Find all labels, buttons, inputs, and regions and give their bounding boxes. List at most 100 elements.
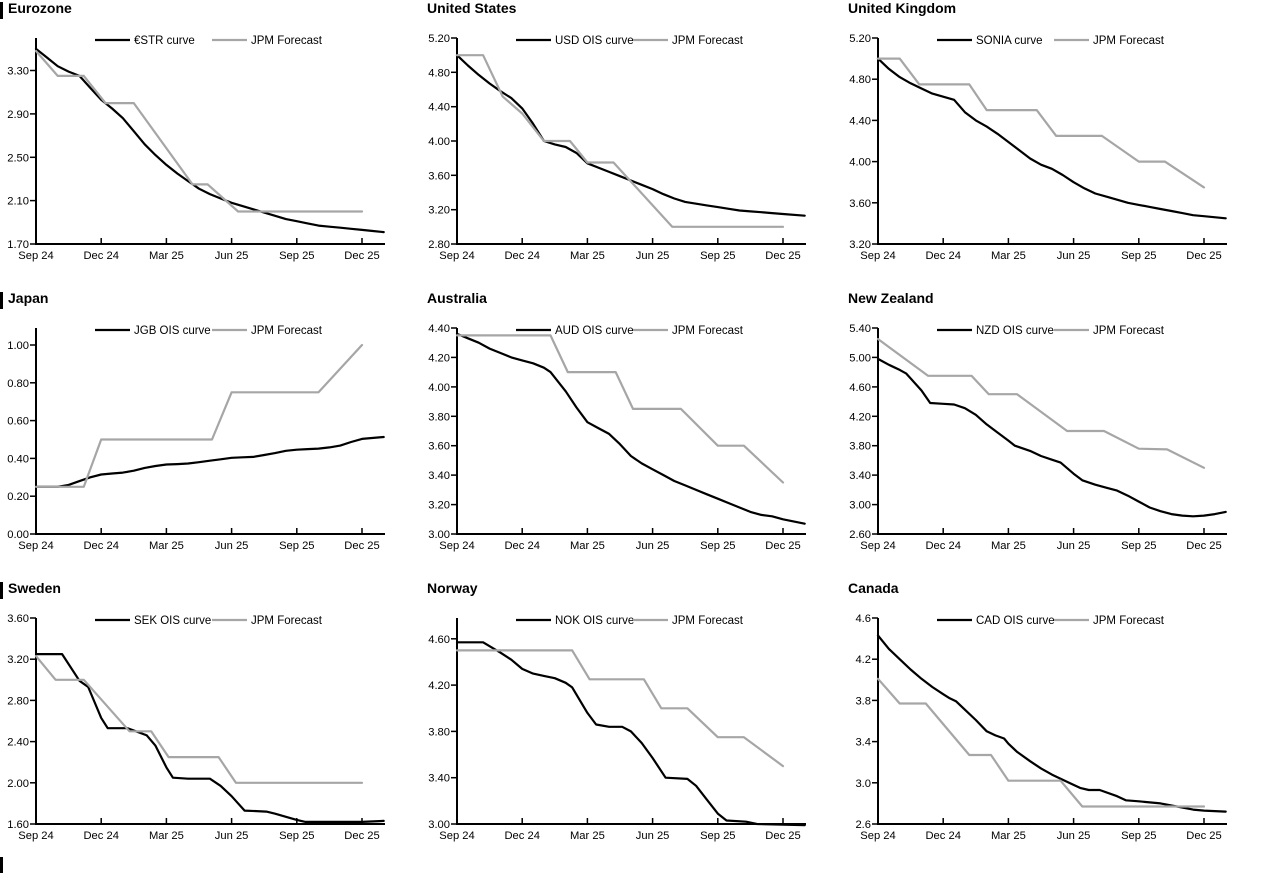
x-tick-label: Sep 24 [860, 830, 895, 842]
legend-label: NOK OIS curve [555, 615, 634, 627]
y-tick-label: 2.90 [7, 109, 29, 121]
y-tick-label: 2.6 [855, 819, 871, 831]
y-tick-label: 3.40 [849, 470, 871, 482]
chart-title: New Zealand [848, 290, 934, 306]
chart-plot: 2.6 3.0 3.4 3.8 4.2 4.6 Sep 24 Dec 24 Mar 25 Jun … [855, 613, 1227, 842]
ois-curve-line [34, 47, 385, 234]
y-tick-label: 4.80 [849, 74, 871, 86]
y-tick-label: 3.80 [428, 411, 450, 423]
chart-title: United States [427, 0, 517, 16]
x-tick-label: Sep 25 [279, 830, 314, 842]
y-tick-label: 3.40 [428, 773, 450, 785]
ois-curve-line [876, 57, 1227, 220]
axes [456, 38, 806, 245]
x-tick-label: Dec 24 [925, 540, 960, 552]
legend-label: JPM Forecast [672, 325, 744, 337]
y-tick-label: 4.20 [428, 352, 450, 364]
y-tick-label: 3.60 [428, 441, 450, 453]
y-tick-label: 4.40 [428, 323, 450, 335]
y-tick-label: 4.40 [849, 115, 871, 127]
x-tick-label: Dec 24 [504, 540, 539, 552]
chart-panel-norway: Norway 3.00 3.40 3.80 4.20 4.60 Sep 24 Dec 24 Ma… [421, 580, 842, 873]
chart-plot: 2.80 3.20 3.60 4.00 4.40 4.80 5.20 Sep 24 Dec 24… [428, 33, 806, 262]
chart-title: Norway [427, 580, 478, 596]
y-tick-label: 3.30 [7, 66, 29, 78]
y-tick-label: 3.00 [849, 500, 871, 512]
forecast-line [876, 337, 1206, 469]
x-tick-label: Jun 25 [1057, 540, 1091, 552]
x-tick-label: Dec 24 [504, 830, 539, 842]
legend-label: JPM Forecast [1093, 615, 1165, 627]
legend-label: AUD OIS curve [555, 325, 634, 337]
y-tick-label: 4.00 [849, 157, 871, 169]
chart-title: Australia [427, 290, 487, 306]
x-tick-label: Sep 25 [1121, 250, 1156, 262]
legend-label: JPM Forecast [1093, 325, 1165, 337]
forecast-line [34, 654, 364, 784]
x-tick-label: Dec 24 [83, 830, 118, 842]
y-tick-label: 1.70 [7, 239, 29, 251]
y-tick-label: 2.80 [428, 239, 450, 251]
y-tick-label: 4.20 [428, 680, 450, 692]
x-tick-label: Jun 25 [636, 250, 670, 262]
x-tick-label: Mar 25 [570, 830, 605, 842]
legend-label: JPM Forecast [1093, 35, 1165, 47]
forecast-line [34, 343, 364, 488]
x-tick-label: Mar 25 [991, 830, 1026, 842]
ois-curve-line [876, 634, 1227, 813]
axes [877, 328, 1227, 535]
chart-panel-sweden: Sweden 1.60 2.00 2.40 2.80 3.20 3.60 Sep 24 Dec … [0, 580, 421, 873]
x-tick-label: Mar 25 [149, 540, 184, 552]
y-tick-label: 3.40 [428, 470, 450, 482]
chart-panel-australia: Australia 3.00 3.20 3.40 3.60 3.80 4.00 4.20 4.4… [421, 290, 842, 580]
y-tick-label: 1.60 [7, 819, 29, 831]
x-tick-label: Jun 25 [215, 250, 249, 262]
y-tick-label: 0.00 [7, 529, 29, 541]
axes [877, 618, 1227, 825]
y-tick-label: 4.60 [428, 634, 450, 646]
y-tick-label: 0.20 [7, 491, 29, 503]
ois-curve-line [455, 54, 806, 217]
x-tick-label: Sep 25 [279, 250, 314, 262]
x-tick-label: Dec 24 [83, 250, 118, 262]
y-tick-label: 2.10 [7, 196, 29, 208]
chart-panel-united-kingdom: United Kingdom 3.20 3.60 4.00 4.40 4.80 5.20 Se… [842, 0, 1264, 290]
forecast-line [455, 334, 785, 484]
y-tick-label: 2.80 [7, 695, 29, 707]
x-tick-label: Dec 25 [344, 540, 379, 552]
section-marker-bar [0, 582, 3, 599]
x-tick-label: Dec 25 [765, 830, 800, 842]
legend-label: JGB OIS curve [134, 325, 211, 337]
y-tick-label: 3.60 [428, 170, 450, 182]
y-tick-label: 5.00 [849, 352, 871, 364]
x-tick-label: Sep 24 [18, 250, 53, 262]
forecast-line [876, 57, 1206, 189]
y-tick-label: 5.40 [849, 323, 871, 335]
chart-title: Sweden [8, 580, 61, 596]
next-section-bar [0, 857, 3, 873]
x-tick-label: Dec 25 [1186, 830, 1221, 842]
x-tick-label: Sep 24 [439, 250, 474, 262]
chart-plot: 3.20 3.60 4.00 4.40 4.80 5.20 Sep 24 Dec 24 Mar … [849, 33, 1227, 262]
y-tick-label: 4.6 [855, 613, 871, 625]
axes [35, 38, 385, 245]
axes [456, 618, 806, 825]
x-tick-label: Sep 25 [700, 250, 735, 262]
x-tick-label: Sep 25 [279, 540, 314, 552]
x-tick-label: Dec 25 [1186, 250, 1221, 262]
forecast-line [34, 49, 364, 213]
y-tick-label: 4.80 [428, 67, 450, 79]
x-tick-label: Sep 24 [18, 540, 53, 552]
chart-title: Japan [8, 290, 49, 306]
x-tick-label: Sep 25 [700, 540, 735, 552]
y-tick-label: 3.20 [849, 239, 871, 251]
legend-label: JPM Forecast [672, 35, 744, 47]
axes [456, 328, 806, 535]
y-tick-label: 3.4 [855, 737, 871, 749]
y-tick-label: 3.8 [855, 695, 871, 707]
forecast-line [455, 54, 785, 228]
y-tick-label: 4.2 [855, 654, 871, 666]
y-tick-label: 4.60 [849, 382, 871, 394]
ois-curve-line [34, 435, 385, 488]
chart-title: Canada [848, 580, 899, 596]
